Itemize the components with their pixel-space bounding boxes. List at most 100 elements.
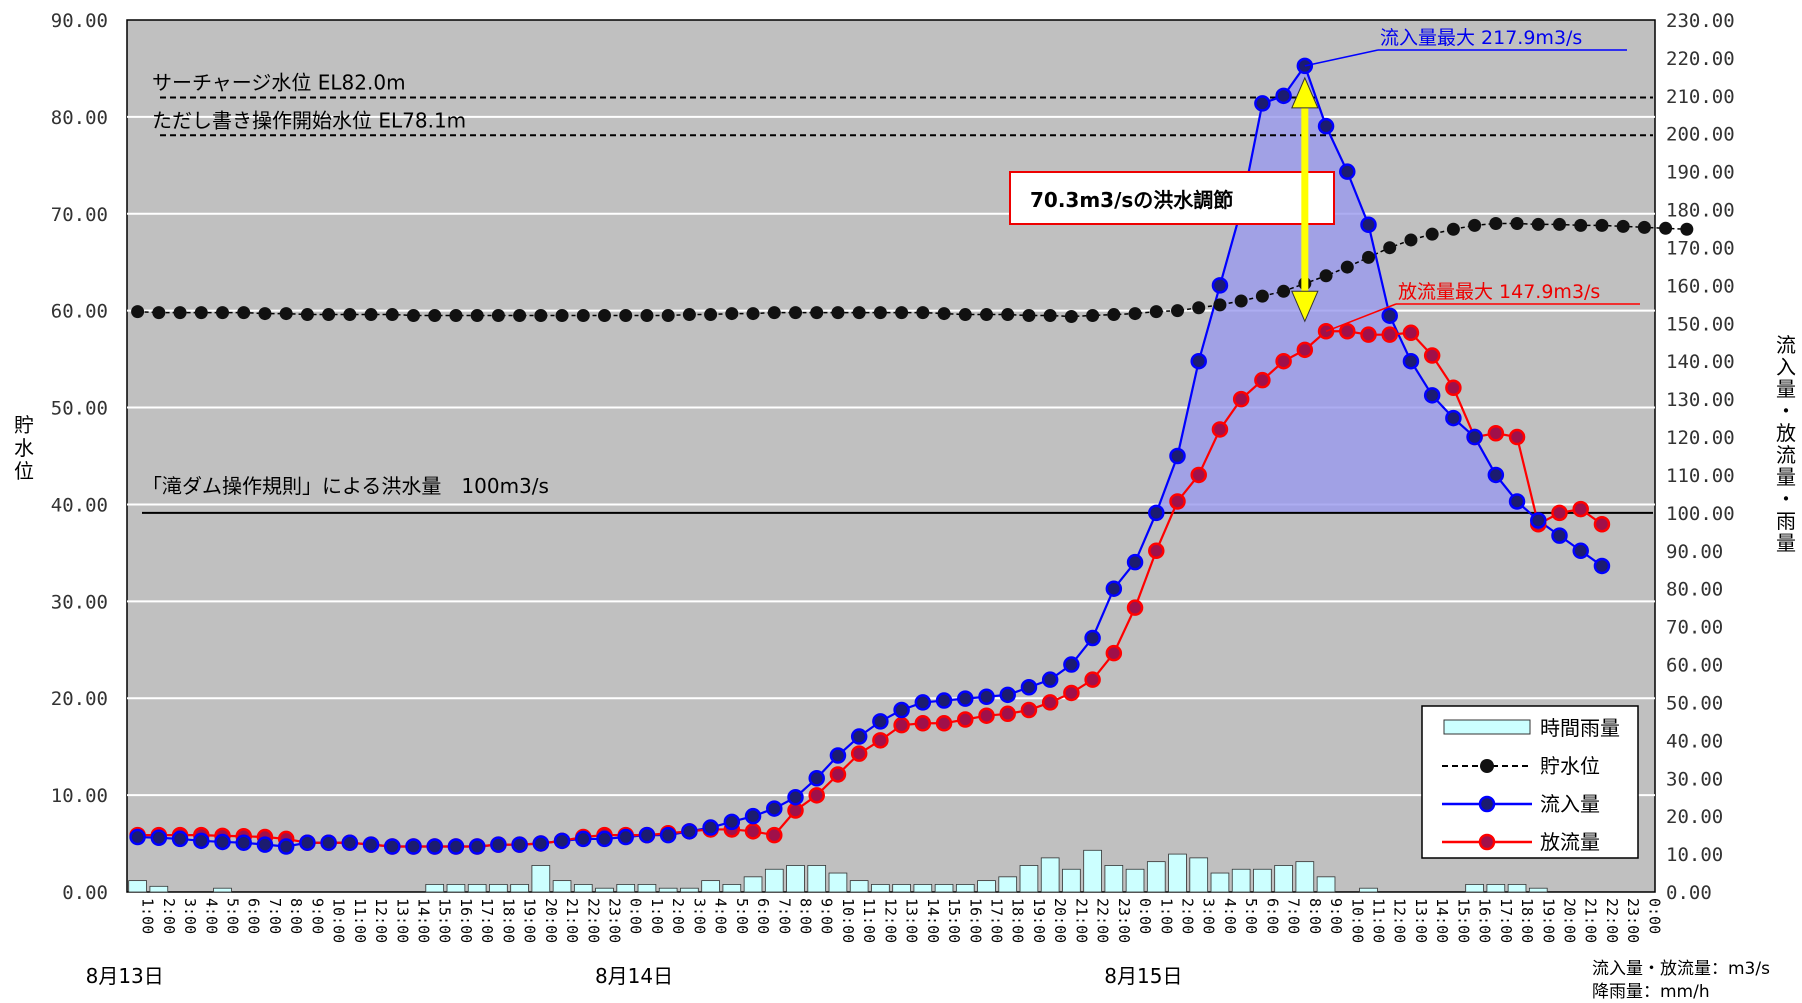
inflow-point — [129, 828, 146, 846]
storage-point — [746, 307, 760, 321]
storage-point — [1510, 216, 1524, 230]
x-tick-label: 7:00 — [266, 898, 284, 934]
date-labels: 8月13日 8月14日 8月15日 — [86, 964, 1183, 988]
inflow-point — [872, 713, 889, 730]
inflow-point — [511, 836, 528, 853]
inflow-point — [277, 838, 295, 855]
rain-bar — [552, 880, 572, 893]
x-tick-label: 17:00 — [988, 898, 1006, 943]
storage-point — [407, 309, 420, 323]
inflow-point — [575, 830, 592, 848]
outflow-point — [935, 715, 953, 732]
y-right-label-char: 入 — [1776, 355, 1796, 379]
series-points — [129, 57, 1694, 855]
rain-bar — [531, 865, 551, 893]
rain-bar — [998, 876, 1018, 893]
outflow-point — [1360, 326, 1377, 343]
inflow-point — [1317, 117, 1335, 135]
x-tick-label: 4:00 — [202, 898, 220, 934]
inflow-point — [1551, 527, 1568, 544]
storage-point — [1001, 308, 1015, 322]
legend-label: 放流量 — [1540, 830, 1600, 854]
inflow-point — [893, 701, 910, 719]
y-right-label-char: 流 — [1776, 443, 1796, 467]
x-tick-label: 18:00 — [1518, 898, 1536, 943]
storage-point — [810, 306, 824, 320]
storage-point — [640, 309, 654, 323]
storage-point — [1489, 216, 1503, 230]
x-tick-label: 20:00 — [542, 898, 560, 943]
rain-bar — [213, 887, 232, 893]
gridlines — [127, 115, 1655, 797]
flood-control-annotation: 70.3m3/sの洪水調節 — [1030, 188, 1233, 212]
rain-bar — [1104, 865, 1124, 893]
x-tick-label: 10:00 — [330, 898, 348, 943]
rain-bar — [1507, 884, 1527, 893]
legend-swatch-storage-dot — [1480, 759, 1494, 773]
x-tick-label: 21:00 — [1582, 898, 1600, 943]
rain-bar — [425, 884, 445, 893]
y-right-label-char: 量 — [1776, 465, 1796, 489]
inflow-point — [808, 770, 825, 787]
x-tick-label: 11:00 — [1370, 898, 1388, 943]
outflow-point — [999, 705, 1016, 723]
outflow-point — [957, 711, 974, 728]
x-tick-label: 19:00 — [1539, 898, 1557, 943]
storage-point — [1128, 307, 1142, 321]
y-tick-left: 50.00 — [51, 398, 108, 420]
y-tick-left: 40.00 — [51, 494, 108, 516]
inflow-point — [405, 838, 422, 855]
storage-point — [767, 306, 781, 320]
y-tick-left: 30.00 — [51, 591, 108, 613]
outflow-point — [1402, 324, 1420, 342]
storage-point — [1064, 309, 1078, 323]
outflow-point — [1126, 599, 1144, 616]
outflow-point — [744, 823, 762, 840]
inflow-point — [914, 694, 932, 711]
y-tick-left: 90.00 — [51, 10, 108, 32]
inflow-point — [193, 832, 210, 850]
inflow-point — [171, 830, 189, 848]
storage-point — [1468, 218, 1482, 232]
inflow-point — [553, 832, 571, 850]
rain-bar — [1125, 868, 1145, 893]
inflow-point — [1020, 679, 1038, 696]
rain-bars — [128, 849, 1548, 893]
y-right-label-char: 流 — [1776, 333, 1796, 357]
units-rain: 降雨量：mm/h — [1592, 982, 1710, 1002]
x-tick-label: 14:00 — [1433, 898, 1451, 943]
rain-bar — [637, 884, 657, 893]
storage-point — [258, 307, 272, 321]
rain-bar — [913, 884, 933, 893]
outflow-point — [1445, 379, 1462, 397]
y-tick-left: 20.00 — [51, 688, 108, 710]
storage-point — [173, 306, 187, 320]
outflow-max-leader — [1325, 303, 1397, 332]
arrow-head-up — [1291, 76, 1319, 109]
storage-point — [1149, 305, 1163, 319]
storage-point — [1680, 222, 1694, 236]
outflow-point — [1254, 371, 1271, 389]
storage-point — [1213, 298, 1227, 312]
y-tick-right: 90.00 — [1666, 541, 1723, 563]
inflow-point — [1572, 542, 1589, 560]
x-tick-label: 3:00 — [1200, 898, 1218, 934]
y-tick-right: 20.00 — [1666, 806, 1723, 828]
storage-point — [470, 309, 484, 323]
x-tick-label: 15:00 — [436, 898, 454, 943]
inflow-point — [1084, 629, 1101, 647]
storage-point — [1404, 233, 1418, 247]
storage-point — [1425, 227, 1439, 241]
inflow-point — [1339, 163, 1356, 180]
storage-point — [958, 308, 972, 322]
inflow-point — [1381, 307, 1398, 324]
outflow-point — [1190, 466, 1207, 484]
storage-point — [852, 306, 866, 320]
storage-point — [1383, 241, 1397, 255]
x-tick-label: 22:00 — [1603, 898, 1621, 943]
x-tick-label: 17:00 — [1497, 898, 1515, 943]
x-tick-label: 23:00 — [606, 898, 624, 943]
storage-point — [619, 309, 633, 323]
inflow-point — [341, 834, 359, 851]
inflow-point — [659, 826, 677, 844]
